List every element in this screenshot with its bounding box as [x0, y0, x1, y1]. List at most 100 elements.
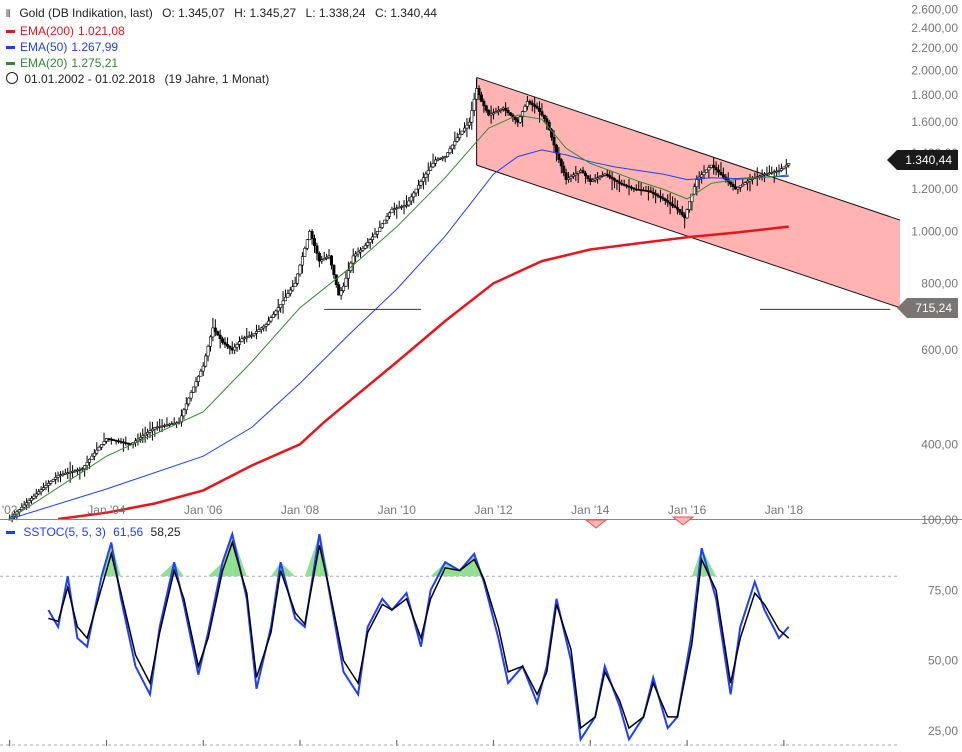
y-tick-label: 400,00: [921, 437, 958, 451]
candle-body: [320, 259, 324, 262]
candle-body: [269, 317, 273, 322]
candle-body: [44, 485, 48, 488]
candle-body: [496, 110, 500, 112]
candle-body: [704, 169, 708, 173]
candle-body: [436, 158, 440, 161]
candle-body: [576, 171, 580, 174]
candle-body: [610, 176, 614, 179]
candle-body: [748, 179, 752, 182]
overbought-fill: [111, 542, 121, 577]
candle-body: [104, 438, 108, 442]
candle-body: [465, 124, 469, 129]
candle-body: [482, 101, 486, 107]
candle-body: [535, 106, 539, 109]
candle-body: [247, 335, 251, 338]
candle-body: [288, 289, 292, 294]
candle-body: [257, 329, 261, 332]
candle-body: [42, 487, 46, 490]
candle-body: [504, 107, 508, 111]
candle-body: [668, 202, 672, 205]
candle-body: [267, 320, 271, 325]
candle-body: [675, 207, 679, 210]
overbought-fill: [701, 548, 717, 577]
ema50-line[interactable]: [9, 149, 789, 520]
candle-body: [392, 208, 396, 210]
candle-body: [366, 242, 370, 246]
candle-body: [688, 201, 692, 210]
candle-body: [165, 424, 169, 427]
candle-body: [477, 88, 481, 96]
trend-channel-fill: [476, 77, 900, 308]
sstoc-label: SSTOC(5, 5, 3): [23, 525, 106, 539]
candle-body: [395, 207, 399, 210]
candle-body: [95, 449, 99, 454]
candle-body: [172, 422, 176, 425]
candle-body: [182, 409, 186, 417]
candle-body: [702, 171, 706, 175]
candle-body: [741, 183, 745, 187]
candle-body: [39, 489, 43, 493]
candle-body: [300, 256, 304, 266]
candle-body: [588, 178, 592, 182]
candle-body: [375, 231, 379, 235]
candle-body: [27, 500, 31, 504]
candle-body: [770, 171, 774, 174]
candle-body: [407, 200, 411, 206]
candle-body: [678, 208, 682, 213]
candle-body: [583, 172, 587, 177]
candle-body: [581, 170, 585, 174]
channel-upper-line[interactable]: [476, 76, 901, 221]
candle-body: [605, 173, 609, 176]
candle-body: [656, 194, 660, 197]
ema200-label: EMA(200): [20, 24, 75, 38]
candle-body: [329, 255, 333, 266]
candle-body: [765, 173, 769, 175]
signal-arrow-icon[interactable]: [671, 516, 695, 526]
oscillator-legend[interactable]: SSTOC(5, 5, 3) 61,56 58,25: [6, 525, 181, 539]
legend-ema200-row[interactable]: EMA(200) 1.021,08: [6, 23, 437, 39]
candle-body: [325, 256, 329, 259]
stoch-d-line[interactable]: [48, 540, 790, 730]
candle-body: [88, 458, 92, 463]
ohlc-open: O: 1.345,07: [162, 6, 225, 20]
candle-body: [733, 186, 737, 190]
chart-type-icon[interactable]: ⫴: [6, 9, 11, 20]
candle-body: [167, 423, 171, 426]
candle-body: [83, 465, 87, 470]
ema50-swatch-icon: [6, 46, 15, 50]
y-tick-label: 2.200,00: [911, 41, 958, 55]
candle-body: [545, 118, 549, 123]
candle-body: [344, 277, 348, 287]
candle-body: [552, 136, 556, 146]
candle-body: [373, 233, 377, 238]
candle-body: [620, 183, 624, 185]
y-tick-label: 800,00: [921, 276, 958, 290]
candle-body: [567, 177, 571, 180]
candle-body: [78, 469, 82, 471]
legend-ema20-row[interactable]: EMA(20) 1.275,21: [6, 55, 437, 71]
legend-period-row: 01.01.2002 - 01.02.2018 (19 Jahre, 1 Mon…: [6, 71, 437, 87]
candle-body: [378, 227, 382, 232]
y-tick-label: 1.600,00: [911, 115, 958, 129]
candle-body: [71, 471, 75, 473]
candle-body: [671, 203, 675, 207]
signal-arrow-icon[interactable]: [584, 519, 608, 529]
y-tick-label: 1.000,00: [911, 224, 958, 238]
candle-body: [46, 483, 50, 486]
ema200-line[interactable]: [57, 225, 789, 521]
candle-body: [242, 337, 246, 340]
y-tick-label: 2.600,00: [911, 2, 958, 16]
candle-body: [518, 116, 522, 123]
candle-body: [658, 195, 662, 198]
candle-body: [141, 435, 145, 438]
candle-body: [767, 172, 771, 175]
candle-body: [211, 327, 215, 338]
candle-body: [685, 209, 689, 219]
candle-body: [184, 403, 188, 411]
candle-body: [293, 282, 297, 287]
legend-ema50-row[interactable]: EMA(50) 1.267,99: [6, 39, 437, 55]
ema20-line[interactable]: [9, 114, 789, 520]
candle-body: [201, 365, 205, 372]
